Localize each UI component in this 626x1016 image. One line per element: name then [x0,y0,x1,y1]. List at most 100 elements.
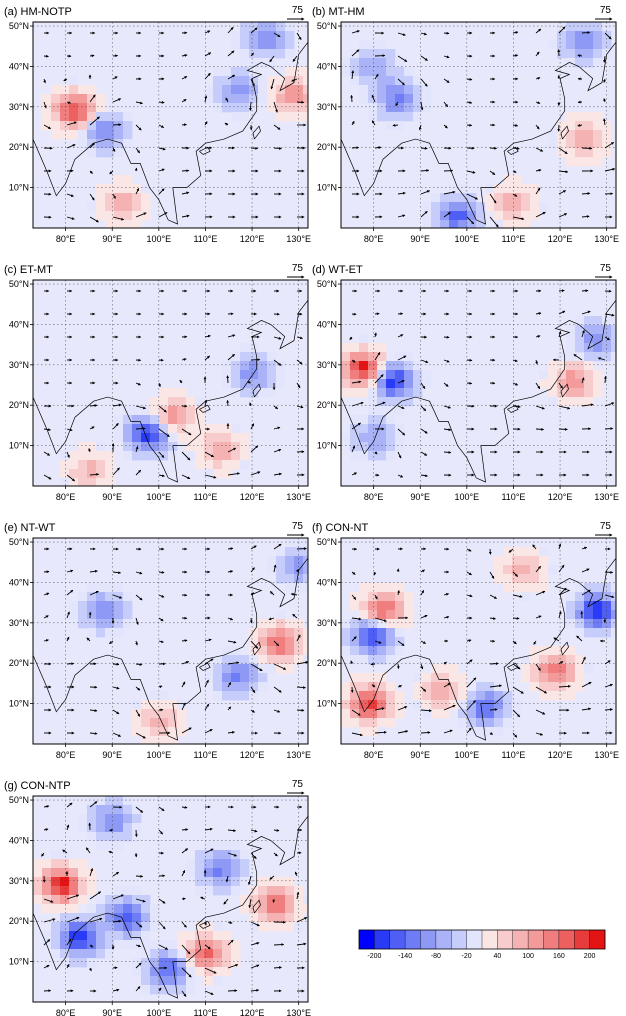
wind-vector [443,78,450,83]
field-cell [231,424,241,434]
field-cell [377,637,387,647]
field-cell [78,442,88,452]
field-cell [521,193,531,203]
wind-vector [250,78,255,87]
field-cell [159,736,169,744]
wind-vector [250,567,255,573]
wind-vector [581,568,590,573]
field-cell [159,985,169,995]
wind-vector [535,168,542,172]
field-cell [123,814,133,824]
field-cell [285,646,295,656]
field-cell [503,202,513,212]
field-cell [132,193,142,203]
wind-vector [512,123,519,127]
field-cell [222,850,232,860]
wind-vector [351,709,361,716]
wind-vector [512,147,520,150]
wind-vector [112,732,122,737]
colorbar-swatch [466,930,483,949]
field-cell [350,601,360,611]
field-cell [258,628,268,638]
field-cell [60,877,70,887]
field-cell [276,922,286,932]
wind-vector [535,382,541,390]
field-cell [386,637,396,647]
field-cell [159,718,169,728]
field-cell [87,805,97,815]
field-cell [285,664,295,674]
wind-vector [66,101,72,104]
field-cell [222,451,232,461]
wind-vector [351,571,356,575]
field-cell [276,637,286,647]
wind-vector [204,990,214,995]
field-cell [168,397,178,407]
field-cell [267,877,277,887]
wind-vector [443,450,452,454]
field-cell [222,442,232,452]
field-cell [51,103,61,113]
wind-vector [420,101,424,111]
wind-vector [66,636,70,642]
field-cell [359,727,369,737]
field-cell [258,664,268,674]
field-cell [222,949,232,959]
x-tick-label: 90°E [410,234,430,244]
wind-vector [227,334,236,338]
field-cell [368,442,378,452]
field-cell [593,49,603,59]
field-cell [204,922,214,932]
field-cell [42,904,52,914]
field-cell [476,211,486,221]
field-cell [258,76,268,86]
field-cell [114,940,124,950]
field-cell [69,958,79,968]
wind-vector [489,684,502,688]
field-cell [584,361,594,371]
wind-vector [466,77,473,81]
field-cell [213,664,223,674]
wind-vector [204,72,211,80]
field-cell [512,193,522,203]
wind-vector [349,336,353,340]
field-cell [240,94,250,104]
y-tick-label: 50°N [9,537,29,547]
field-cell [69,478,79,486]
field-cell [258,877,268,887]
x-tick-label: 110°E [501,750,525,760]
panel-title: (g) CON-NTP [4,780,71,792]
field-cell [584,22,594,32]
field-cell [476,682,486,692]
field-cell [249,370,259,380]
wind-vector [135,124,142,131]
wind-vector [374,146,382,150]
field-cell [114,193,124,203]
wind-vector [43,615,49,619]
y-tick-label: 50°N [9,795,29,805]
field-cell [186,967,196,977]
field-cell [350,637,360,647]
field-cell [276,67,286,77]
field-cell [114,823,124,833]
field-cell [159,442,169,452]
wind-vector [89,216,99,223]
field-cell [141,202,151,212]
x-tick-label: 120°E [240,750,265,760]
field-cell [584,325,594,335]
wind-vector [558,684,571,688]
field-cell [359,415,369,425]
coastline [199,662,211,671]
field-cell [105,184,115,194]
wind-vector [135,962,142,969]
wind-vector [66,963,70,969]
field-cell [341,646,351,656]
field-cell [141,700,151,710]
wind-vector [43,124,52,130]
field-cell [593,334,603,344]
wind-vector [204,355,210,361]
field-cell [87,112,97,122]
y-tick-label: 30°N [317,102,337,112]
wind-vector [112,894,124,900]
field-cell [458,184,468,194]
